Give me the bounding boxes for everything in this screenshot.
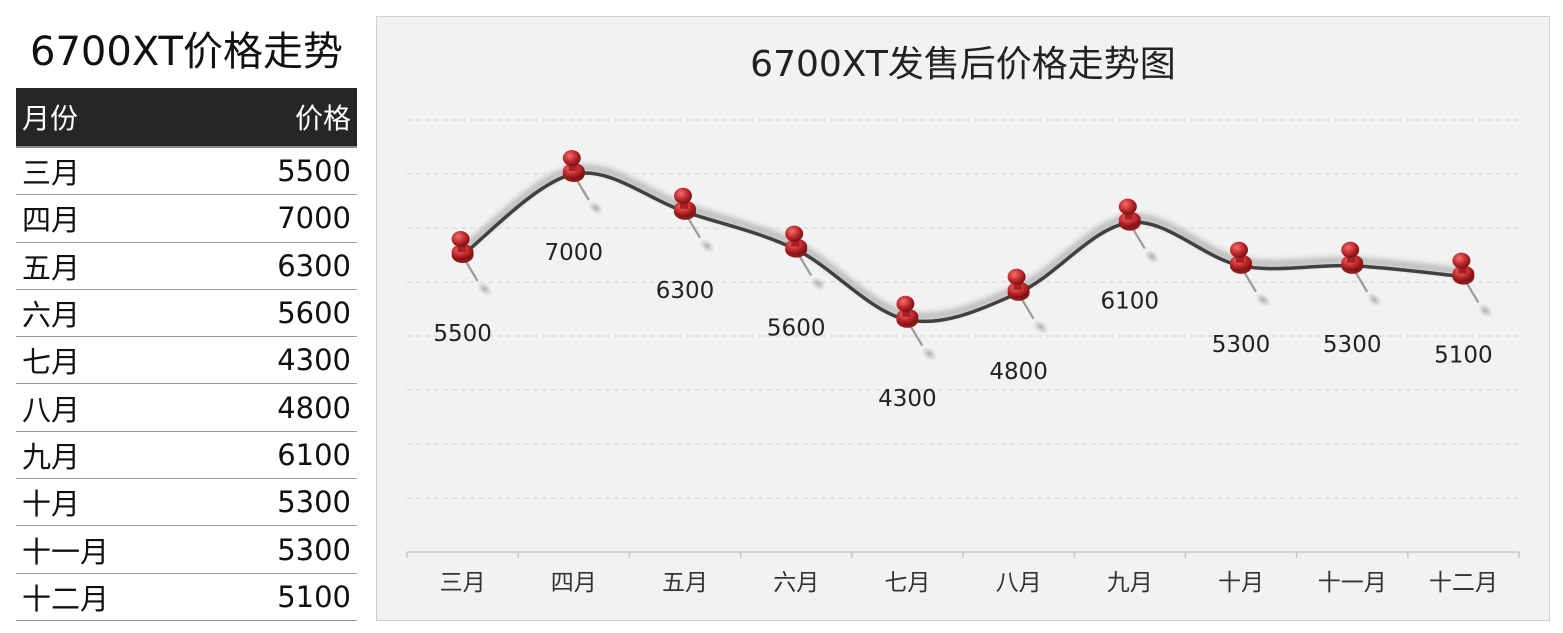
cell-month: 四月 — [22, 203, 81, 238]
data-label: 6100 — [1101, 289, 1160, 315]
table-row: 九月 6100 — [16, 432, 357, 480]
data-label: 5300 — [1212, 332, 1271, 358]
cell-month: 七月 — [22, 345, 81, 380]
table-row: 十一月 5300 — [16, 526, 357, 574]
cell-price: 5300 — [277, 485, 351, 520]
data-point-marker — [451, 231, 493, 297]
cell-price: 6100 — [277, 437, 351, 472]
cell-month: 九月 — [22, 439, 81, 474]
header-month: 月份 — [22, 102, 79, 135]
cell-price: 6300 — [277, 248, 351, 283]
data-point-marker — [1452, 252, 1494, 318]
table-row: 五月 6300 — [16, 243, 357, 290]
data-label: 5300 — [1323, 332, 1382, 358]
data-point-marker — [1230, 241, 1271, 308]
x-tick-label: 三月 — [440, 570, 486, 596]
data-point-marker — [1007, 268, 1049, 335]
table-row: 十月 5300 — [16, 479, 357, 527]
chart-title: 6700XT发售后价格走势图 — [750, 44, 1176, 85]
x-axis: 三月 四月 五月 六月 七月 八月 九月 十月 十一月 十二月 — [406, 551, 1520, 596]
x-tick-label: 九月 — [1107, 570, 1153, 596]
price-table: 6700XT价格走势 月份 价格 三月 5500 四月 7000 五月 6300 六月… — [16, 16, 357, 621]
data-label: 5500 — [433, 321, 492, 347]
data-markers — [451, 150, 1494, 362]
table-row: 四月 7000 — [16, 195, 357, 243]
chart-panel: 6700XT发售后价格走势图 三月 四月 五月 六月 七月 八月 九月 十月 十一月 十二月 55… — [376, 16, 1550, 621]
cell-price: 5300 — [277, 532, 351, 567]
table-row: 七月 4300 — [16, 337, 357, 385]
cell-price: 5500 — [277, 154, 351, 189]
cell-month: 五月 — [22, 250, 81, 285]
data-label: 4300 — [878, 386, 937, 412]
cell-price: 7000 — [277, 201, 351, 236]
cell-month: 六月 — [22, 298, 81, 333]
data-label: 4800 — [989, 359, 1048, 385]
table-row: 六月 5600 — [16, 290, 357, 338]
cell-price: 4300 — [277, 343, 351, 378]
data-point-marker — [562, 150, 604, 216]
cell-price: 5600 — [277, 296, 351, 331]
data-label: 5100 — [1434, 343, 1493, 369]
table-row: 十二月 5100 — [16, 574, 357, 621]
x-tick-label: 十二月 — [1429, 570, 1498, 596]
x-tick-label: 十月 — [1218, 570, 1264, 596]
table-row: 三月 5500 — [16, 148, 357, 196]
table-row: 八月 4800 — [16, 384, 357, 432]
cell-month: 十一月 — [22, 534, 110, 569]
series-line — [460, 164, 1464, 324]
cell-price: 5100 — [277, 579, 351, 614]
x-tick-label: 四月 — [551, 570, 597, 596]
cell-month: 十月 — [22, 487, 81, 522]
x-tick-label: 七月 — [884, 570, 930, 596]
data-point-marker — [1118, 198, 1160, 264]
x-tick-label: 八月 — [996, 570, 1042, 596]
data-point-marker — [785, 225, 827, 291]
data-label: 6300 — [656, 278, 715, 304]
cell-month: 八月 — [22, 392, 81, 427]
table-body: 三月 5500 四月 7000 五月 6300 六月 5600 七月 4300 八月 480… — [16, 148, 357, 621]
line-chart: 三月 四月 五月 六月 七月 八月 九月 十月 十一月 十二月 5500 7000 6300 5600 4… — [406, 119, 1520, 596]
data-point-marker — [674, 187, 715, 254]
cell-month: 三月 — [22, 156, 81, 191]
cell-month: 十二月 — [22, 581, 110, 616]
header-price: 价格 — [294, 102, 351, 135]
data-point-marker — [1341, 241, 1383, 308]
data-label: 5600 — [767, 316, 826, 342]
x-tick-label: 六月 — [773, 570, 819, 596]
table-header: 月份 价格 — [16, 88, 357, 148]
data-point-marker — [896, 295, 938, 362]
data-labels: 5500 7000 6300 5600 4300 4800 6100 5300 5300 5100 — [433, 240, 1492, 412]
data-label: 7000 — [545, 240, 604, 266]
series-line-shadow — [460, 164, 1464, 320]
table-title: 6700XT价格走势 — [30, 29, 343, 75]
series-line-path — [461, 171, 1464, 324]
cell-price: 4800 — [277, 390, 351, 425]
x-tick-label: 十一月 — [1318, 570, 1387, 596]
x-tick-label: 五月 — [662, 570, 708, 596]
